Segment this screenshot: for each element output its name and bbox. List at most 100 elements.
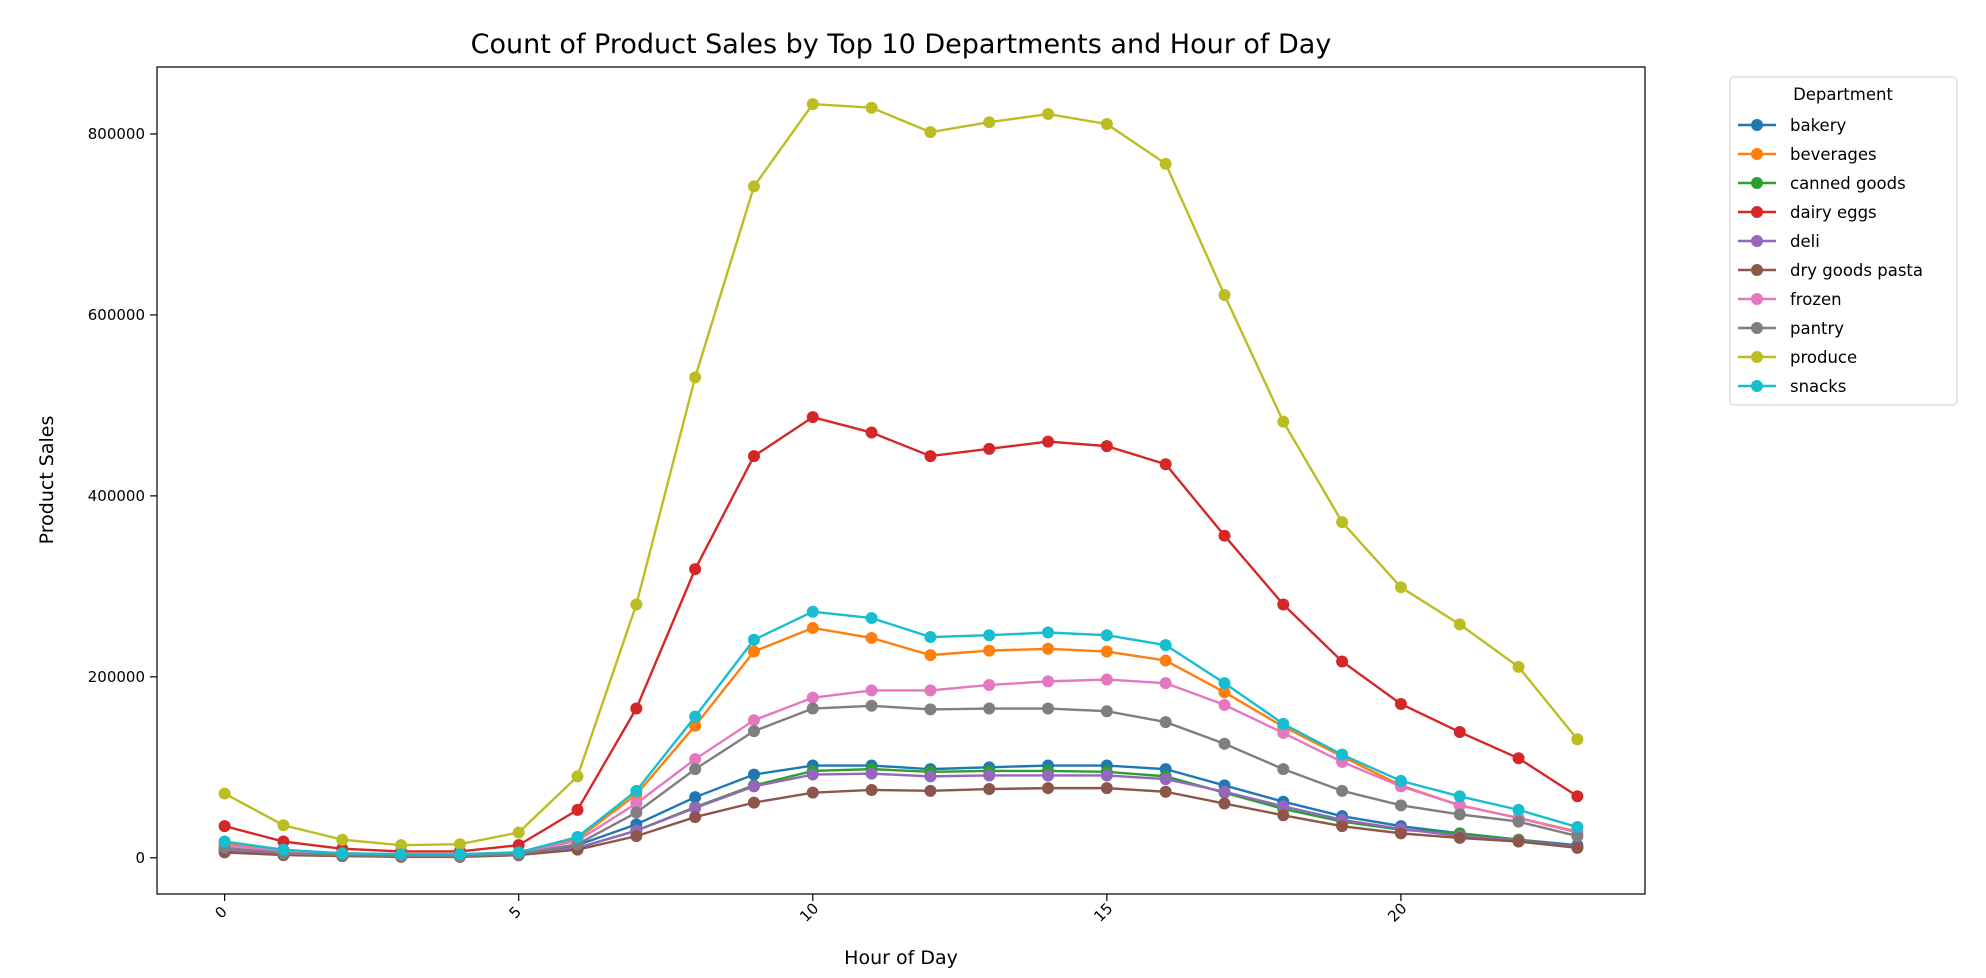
y-tick-label: 0 — [135, 849, 145, 867]
data-point — [983, 116, 996, 129]
data-point — [924, 450, 937, 463]
data-point — [1571, 841, 1584, 854]
data-point — [747, 633, 760, 646]
data-point — [689, 710, 702, 723]
data-point — [453, 838, 466, 851]
data-point — [1218, 677, 1231, 690]
legend-marker — [1751, 293, 1763, 305]
data-point — [983, 769, 996, 782]
data-point — [924, 684, 937, 697]
data-point — [924, 631, 937, 644]
data-point — [1571, 830, 1584, 843]
data-point — [1512, 835, 1525, 848]
x-tick-label: 0 — [211, 903, 230, 922]
series-line — [224, 764, 1578, 858]
data-point — [1100, 440, 1113, 453]
legend-label: dry goods pasta — [1790, 261, 1923, 280]
data-point — [277, 843, 290, 856]
series-pantry — [218, 699, 1584, 862]
legend-label: produce — [1790, 348, 1857, 367]
y-tick-label: 400000 — [88, 487, 145, 505]
data-point — [1453, 808, 1466, 821]
data-point — [336, 847, 349, 860]
legend-label: beverages — [1790, 145, 1877, 164]
data-point — [1277, 717, 1290, 730]
data-point — [747, 725, 760, 738]
data-point — [453, 848, 466, 861]
data-point — [1512, 803, 1525, 816]
data-point — [865, 101, 878, 114]
data-point — [689, 563, 702, 576]
data-point — [924, 770, 937, 783]
data-point — [1394, 799, 1407, 812]
data-point — [218, 835, 231, 848]
data-point — [1100, 705, 1113, 718]
data-point — [1159, 716, 1172, 729]
data-point — [1512, 660, 1525, 673]
data-point — [689, 753, 702, 766]
data-point — [571, 830, 584, 843]
legend-marker — [1751, 264, 1763, 276]
data-point — [1453, 726, 1466, 739]
legend-box — [1729, 76, 1958, 406]
data-point — [747, 180, 760, 193]
data-point — [924, 703, 937, 716]
data-point — [1100, 769, 1113, 782]
data-point — [1218, 737, 1231, 750]
legend-label: canned goods — [1790, 174, 1906, 193]
legend: Department bakery beverages canned goods da… — [1729, 76, 1958, 406]
legend-marker — [1751, 148, 1763, 160]
x-tick-label: 10 — [796, 899, 822, 925]
data-point — [630, 806, 643, 819]
legend-entry: dairy eggs — [1738, 203, 1877, 222]
data-point — [277, 819, 290, 832]
data-point — [1394, 581, 1407, 594]
data-point — [689, 371, 702, 384]
data-point — [1159, 157, 1172, 170]
data-point — [1394, 697, 1407, 710]
data-point — [689, 763, 702, 776]
data-point — [571, 770, 584, 783]
data-point — [747, 714, 760, 727]
data-point — [1042, 675, 1055, 688]
data-point — [1453, 790, 1466, 803]
data-point — [1159, 773, 1172, 786]
legend-marker — [1751, 322, 1763, 334]
data-point — [1571, 733, 1584, 746]
data-point — [983, 678, 996, 691]
data-point — [1100, 629, 1113, 642]
data-point — [1100, 673, 1113, 686]
data-point — [1336, 516, 1349, 529]
plot-frame — [156, 66, 1646, 895]
chart-title: Count of Product Sales by Top 10 Departm… — [471, 29, 1332, 60]
data-point — [1159, 654, 1172, 667]
data-point — [1218, 529, 1231, 542]
data-point — [865, 426, 878, 439]
x-tick-label: 5 — [505, 903, 524, 922]
data-point — [1394, 827, 1407, 840]
data-point — [747, 450, 760, 463]
data-point — [1042, 108, 1055, 121]
data-point — [1042, 702, 1055, 715]
data-point — [1277, 598, 1290, 611]
legend-label: bakery — [1790, 116, 1846, 135]
legend-entry: bakery — [1738, 116, 1846, 135]
data-point — [983, 644, 996, 657]
data-point — [1100, 782, 1113, 795]
legend-marker — [1751, 206, 1763, 218]
data-point — [1277, 809, 1290, 822]
data-point — [1159, 785, 1172, 798]
legend-label: frozen — [1790, 290, 1842, 309]
data-point — [1218, 785, 1231, 798]
data-point — [630, 702, 643, 715]
data-point — [1218, 289, 1231, 302]
data-point — [1336, 784, 1349, 797]
legend-label: pantry — [1790, 319, 1844, 338]
data-point — [1042, 782, 1055, 795]
data-point — [983, 629, 996, 642]
legend-marker — [1751, 119, 1763, 131]
series-produce — [218, 98, 1584, 852]
legend-entry: pantry — [1738, 319, 1844, 338]
series-line — [224, 704, 1578, 858]
